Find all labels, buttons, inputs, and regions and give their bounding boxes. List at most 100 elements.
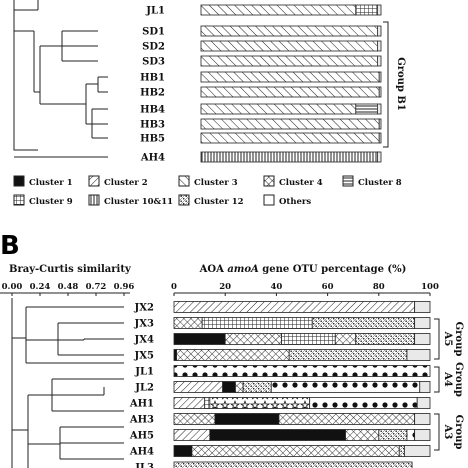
sample-label: AH4 (129, 447, 154, 458)
bar-segment (378, 429, 408, 441)
legend-item: Cluster 8 (342, 175, 402, 188)
sample-label: SD2 (142, 42, 165, 53)
group-label: GroupA5 (442, 322, 464, 357)
tree-tick-label: 0.96 (114, 282, 135, 292)
bar-segment (173, 317, 203, 329)
legend-swatch (13, 175, 25, 187)
bar-segment (414, 317, 431, 329)
bar-segment (403, 445, 431, 457)
sample-labels-a: JL1 SD1 SD2 SD3 HB1 HB2 HB4 HB3 HB5 AH4 (140, 6, 165, 164)
legend-item: Cluster 1 (13, 175, 73, 188)
stacked-bars-b (173, 301, 431, 468)
sample-label: SD1 (142, 27, 165, 38)
bar-segment (173, 461, 413, 468)
bar-segment (201, 317, 313, 329)
bar-segment (311, 317, 416, 329)
sample-label: JL2 (134, 383, 154, 394)
legend-item: Cluster 4 (263, 175, 323, 188)
bar-segment (242, 381, 272, 393)
tree-tick-label: 0.48 (58, 282, 79, 292)
bar-segment (376, 103, 382, 115)
bar-segment (209, 429, 346, 441)
panel-a: JL1 SD1 SD2 SD3 HB1 HB2 HB4 HB3 HB5 AH4 Group B1 (13, 0, 406, 164)
bar-segment (200, 103, 357, 115)
sample-label: JX5 (134, 351, 154, 362)
bar-segment (270, 381, 421, 393)
bar-segment (378, 71, 382, 83)
legend-label: Cluster 2 (104, 178, 148, 188)
bar-segment (376, 25, 382, 37)
bar-segment (224, 333, 282, 345)
bar-segment (200, 86, 380, 98)
legend-item: Cluster 10&11 (88, 194, 173, 207)
legend-item: Cluster 2 (88, 175, 148, 188)
legend-item: Cluster 9 (13, 194, 73, 207)
bar-tick-label: 100 (421, 282, 439, 292)
legend-swatch (88, 194, 100, 206)
bar-segment (173, 445, 193, 457)
bar-segment (414, 429, 431, 441)
legend-swatch (263, 194, 275, 206)
group-bracket-b1: Group B1 (383, 21, 406, 148)
sample-label: JX2 (134, 303, 154, 314)
sample-label: JL1 (145, 6, 165, 17)
bar-segment (398, 445, 405, 457)
bar-segment (200, 118, 380, 130)
bar-segment (355, 333, 416, 345)
sample-label: HB4 (140, 105, 165, 116)
legend-swatch (88, 175, 100, 187)
legend-label: Cluster 10&11 (104, 197, 173, 207)
bar-segment (281, 333, 336, 345)
tree-title: Bray-Curtis similarity (9, 264, 132, 275)
panel-letter-b: B (0, 231, 20, 261)
legend-label: Cluster 9 (29, 197, 73, 207)
bar-segment (200, 40, 378, 52)
bar-segment (355, 103, 378, 115)
legend-swatch (342, 175, 354, 187)
bar-segment (334, 333, 357, 345)
bracket-line (434, 318, 440, 360)
bar-segment (214, 413, 280, 425)
bracket-line (434, 366, 440, 393)
bar-segment (419, 381, 431, 393)
panel-b: B Bray-Curtis similarity AOA amoA gene O… (0, 231, 464, 468)
bar-tick-label: 0 (171, 282, 177, 292)
sample-label: HB2 (140, 88, 165, 99)
bar-segment (235, 381, 244, 393)
legend-label: Cluster 4 (279, 178, 323, 188)
bar-segment (414, 413, 431, 425)
legend-label: Cluster 3 (194, 178, 238, 188)
bar-segment (173, 397, 206, 409)
legend-label: Others (279, 197, 311, 207)
bar-segment (200, 132, 380, 144)
bar-tick-label: 80 (373, 282, 385, 292)
tree-tick-label: 0.00 (2, 282, 23, 292)
bar-segment (376, 40, 382, 52)
sample-label: HB1 (140, 73, 165, 84)
bar-segment (200, 151, 378, 163)
bar-segment (378, 132, 382, 144)
dendrogram-b (11, 298, 124, 468)
tree-tick-label: 0.24 (30, 282, 51, 292)
bracket-line (434, 413, 440, 451)
sample-label: AH5 (129, 431, 154, 442)
sample-label: HB5 (140, 134, 165, 145)
legend-swatch (178, 175, 190, 187)
bar-segment (173, 429, 211, 441)
stacked-bars-a (200, 4, 382, 163)
legend-label: Cluster 12 (194, 197, 244, 207)
bar-segment (288, 349, 408, 361)
legend: Cluster 1 Cluster 2 Cluster 3 Cluster 4 Clus… (13, 175, 402, 207)
legend-item: Cluster 3 (178, 175, 238, 188)
group-brackets-b: GroupA5 GroupA4 GroupA3 (434, 318, 464, 451)
bar-segment (378, 86, 382, 98)
bar-segment (355, 4, 378, 16)
bar-segment (200, 55, 378, 67)
sample-labels-b: JX2 JX3 JX4 JX5 JL1 JL2 AH1 AH3 AH5 AH4 JL3 (129, 303, 154, 468)
bar-segment (200, 4, 357, 16)
bar-segment (345, 429, 380, 441)
bar-segment (309, 397, 418, 409)
group-label: GroupA4 (442, 362, 464, 397)
group-bracket: GroupA3 (434, 413, 464, 451)
